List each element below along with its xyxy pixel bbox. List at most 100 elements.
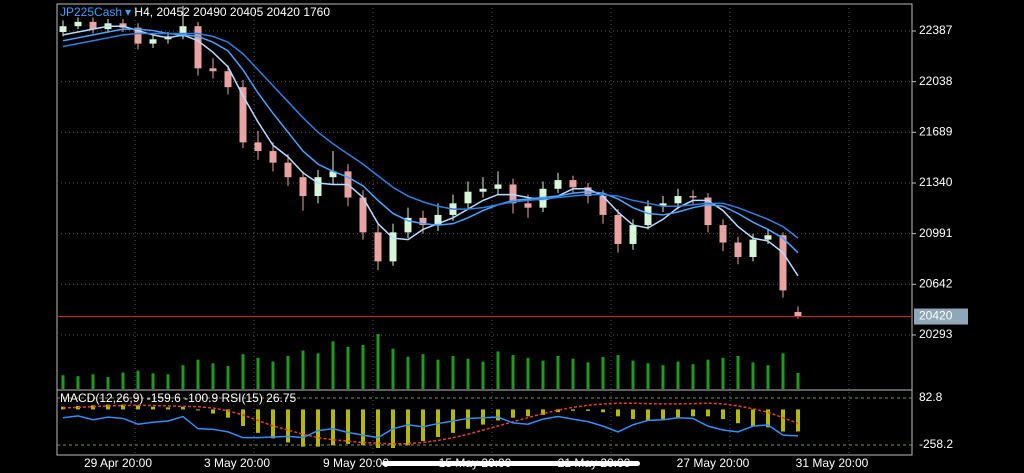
candle-body bbox=[464, 191, 472, 204]
chart-header: JP225Cash ▾ H4, 20452 20490 20405 20420 1… bbox=[60, 5, 330, 19]
macd-bar bbox=[241, 409, 245, 426]
symbol[interactable]: JP225Cash bbox=[60, 5, 122, 19]
volume-bar bbox=[526, 357, 530, 389]
macd-bar bbox=[541, 409, 545, 415]
volume-bar bbox=[181, 365, 185, 389]
y-tick-label: 21340 bbox=[919, 175, 953, 189]
volume-bar bbox=[466, 358, 470, 389]
macd-bar bbox=[271, 409, 275, 439]
macd-bar bbox=[706, 409, 710, 417]
candle-body bbox=[689, 196, 697, 198]
candle-body bbox=[629, 225, 637, 244]
y-tick-label: 20642 bbox=[919, 276, 953, 290]
candle-body bbox=[89, 21, 97, 30]
last-high: 20490 bbox=[193, 5, 227, 19]
volume-bar bbox=[226, 366, 230, 389]
volume-bar bbox=[541, 360, 545, 389]
macd-bar bbox=[91, 405, 95, 410]
volume-bar bbox=[106, 377, 110, 389]
y-tick-label: 22038 bbox=[919, 74, 953, 88]
candle-body bbox=[614, 214, 622, 244]
macd-bar bbox=[211, 409, 215, 414]
y-tick-label: 20991 bbox=[919, 226, 953, 240]
candle-body bbox=[374, 232, 382, 262]
volume-bar bbox=[496, 351, 500, 389]
volume-bar bbox=[481, 361, 485, 389]
macd-bar bbox=[796, 409, 800, 432]
candle-body bbox=[359, 197, 367, 233]
candle-body bbox=[389, 232, 397, 262]
volume-bar bbox=[301, 350, 305, 389]
volume-bar bbox=[391, 348, 395, 389]
volume-bar bbox=[601, 356, 605, 389]
volume-bar bbox=[706, 359, 710, 389]
macd-bar bbox=[691, 409, 695, 417]
plot-area bbox=[57, 5, 912, 449]
macd-bar bbox=[556, 409, 560, 413]
candle-body bbox=[764, 235, 772, 240]
volume-bar bbox=[721, 357, 725, 389]
volume-bar bbox=[271, 361, 275, 389]
candle-body bbox=[599, 196, 607, 215]
moving-average bbox=[62, 25, 799, 277]
macd-bar bbox=[301, 409, 305, 447]
volume-bar bbox=[436, 359, 440, 389]
volume-bar bbox=[781, 353, 785, 389]
y-tick-label: 21689 bbox=[919, 124, 953, 138]
candle-body bbox=[704, 197, 712, 226]
volume-bar bbox=[751, 362, 755, 389]
macd-bar bbox=[766, 409, 770, 428]
macd-bar bbox=[736, 409, 740, 424]
macd-bar bbox=[226, 409, 230, 418]
rsi-value: 26.75 bbox=[266, 391, 296, 405]
candle-body bbox=[674, 196, 682, 204]
macd-bar bbox=[586, 409, 590, 411]
candle-body bbox=[569, 180, 577, 188]
volume-bar bbox=[556, 356, 560, 389]
macd-bar bbox=[646, 409, 650, 421]
candle-body bbox=[224, 71, 232, 88]
x-tick-label: 21 May 20:00 bbox=[558, 456, 631, 470]
macd-bar bbox=[631, 409, 635, 420]
volume-bar bbox=[586, 362, 590, 389]
macd-bar bbox=[571, 409, 575, 411]
macd-bar bbox=[751, 409, 755, 426]
candle-body bbox=[329, 171, 337, 178]
dropdown-icon[interactable]: ▾ bbox=[125, 5, 131, 19]
candle-body bbox=[749, 239, 757, 258]
last-low: 20405 bbox=[230, 5, 264, 19]
volume-bar bbox=[691, 364, 695, 389]
volume-bar bbox=[286, 356, 290, 389]
candle-body bbox=[179, 26, 187, 37]
candle-body bbox=[404, 217, 412, 233]
volume-bar bbox=[766, 365, 770, 389]
y-tick-label: -258.2 bbox=[919, 437, 953, 451]
candle-body bbox=[734, 242, 742, 258]
macd-bar bbox=[511, 409, 515, 418]
volume-bar bbox=[256, 357, 260, 389]
volume-bar bbox=[421, 354, 425, 389]
macd-value: -159.6 bbox=[147, 391, 181, 405]
volume-bar bbox=[736, 356, 740, 389]
candle-body bbox=[299, 177, 307, 197]
macd-bar bbox=[196, 409, 200, 411]
volume-bar bbox=[151, 373, 155, 389]
macd-signal bbox=[62, 402, 799, 445]
macd-bar bbox=[616, 409, 620, 417]
macd-bar bbox=[361, 409, 365, 446]
volume-bar bbox=[646, 363, 650, 389]
volume-bar bbox=[196, 359, 200, 389]
macd-bar bbox=[661, 409, 665, 420]
volume-bar bbox=[796, 372, 800, 389]
timeframe: H4, bbox=[134, 5, 153, 19]
macd-bar bbox=[316, 409, 320, 447]
candle-body bbox=[269, 151, 277, 163]
last-close: 20420 bbox=[267, 5, 301, 19]
macd-label: MACD(12,26,9) bbox=[60, 391, 143, 405]
candle-body bbox=[659, 203, 667, 207]
volume-bar bbox=[166, 374, 170, 389]
x-tick-label: 15 May 20:00 bbox=[439, 456, 512, 470]
macd-bar bbox=[406, 409, 410, 446]
macd-bar bbox=[181, 406, 185, 410]
